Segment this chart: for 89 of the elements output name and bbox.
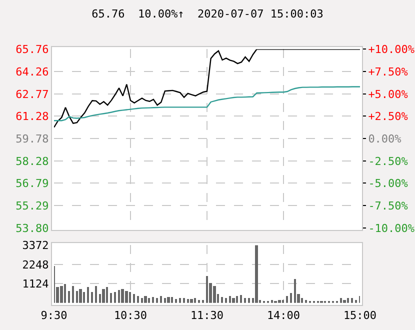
y2-tick-label: -5.00% [368, 177, 408, 190]
bar [129, 292, 131, 303]
bar [255, 245, 258, 303]
bar [121, 289, 124, 303]
bar [118, 290, 120, 303]
bar [347, 298, 349, 303]
bar [206, 276, 208, 303]
bar [355, 300, 357, 303]
bar [171, 297, 173, 303]
y2-tick-label: +5.00% [368, 88, 408, 101]
bar [164, 298, 166, 303]
bar [290, 293, 292, 303]
bar [271, 300, 273, 303]
bar [213, 286, 216, 303]
bar [190, 299, 193, 303]
bar [91, 292, 93, 303]
bar [160, 296, 162, 303]
line-series [54, 86, 360, 122]
bar [294, 279, 296, 303]
bar [240, 295, 242, 303]
y2-tick-label: +2.50% [368, 110, 408, 124]
bar [202, 300, 204, 303]
bar [167, 297, 170, 303]
bar [106, 287, 108, 303]
bar [225, 298, 227, 303]
bar [305, 300, 307, 303]
y2-tick-label: -2.50% [368, 154, 408, 168]
y-tick-label: 2248 [22, 258, 49, 272]
bar [114, 292, 116, 303]
y-tick-label: 64.26 [16, 65, 49, 78]
bar [95, 286, 97, 303]
y-tick-label: 59.78 [16, 132, 49, 146]
bar [351, 298, 353, 303]
bar [60, 286, 63, 303]
bar [83, 292, 85, 303]
y-tick-label: 3372 [22, 239, 49, 252]
bar [198, 300, 200, 303]
y2-tick-label: +10.00% [368, 43, 415, 56]
bar [87, 287, 89, 303]
bar [282, 300, 284, 303]
bar [194, 298, 196, 303]
bar [236, 296, 238, 303]
bar [187, 299, 189, 303]
bar [137, 296, 139, 303]
bar [110, 293, 112, 303]
bar [278, 300, 281, 303]
chart-title: 65.76 10.00%↑ 2020-07-07 15:00:03 [92, 8, 324, 21]
bar [152, 297, 154, 303]
x-tick-label: 9:30 [40, 309, 68, 322]
bar [340, 298, 342, 303]
y2-tick-label: +7.50% [368, 65, 408, 78]
bar [229, 296, 231, 303]
bar [301, 298, 303, 303]
bar [179, 298, 181, 303]
y2-tick-label: 0.00% [368, 132, 402, 146]
y2-tick-label: -7.50% [368, 199, 408, 212]
y-tick-label: 55.29 [16, 199, 49, 212]
bar [102, 289, 105, 303]
bar [144, 296, 147, 303]
x-tick-label: 15:00 [343, 309, 377, 322]
bar [68, 291, 70, 303]
x-tick-label: 10:30 [114, 309, 148, 322]
bar [232, 298, 235, 303]
y-tick-label: 58.28 [16, 154, 49, 168]
bar [248, 298, 250, 303]
y-tick-label: 65.76 [16, 43, 49, 56]
y2-tick-label: -10.00% [368, 222, 415, 235]
y-tick-label: 53.80 [16, 222, 49, 235]
bar [79, 289, 82, 303]
bar [72, 286, 74, 303]
bar [156, 298, 158, 303]
y-tick-label: 1124 [22, 277, 50, 290]
bar [183, 298, 185, 303]
bar [76, 291, 78, 303]
y-tick-label: 56.79 [16, 177, 49, 190]
y-tick-label: 62.77 [16, 88, 49, 101]
y-tick-label: 61.28 [16, 110, 49, 124]
bar [64, 284, 66, 303]
x-tick-label: 11:30 [190, 309, 224, 322]
bar [343, 300, 346, 303]
bar [148, 298, 150, 303]
bar [221, 297, 223, 303]
bar [244, 298, 246, 303]
bar [175, 299, 177, 303]
bar [141, 298, 143, 303]
x-tick-label: 14:00 [266, 309, 300, 322]
bar [286, 296, 288, 303]
bar [125, 291, 128, 303]
bar [133, 294, 135, 303]
